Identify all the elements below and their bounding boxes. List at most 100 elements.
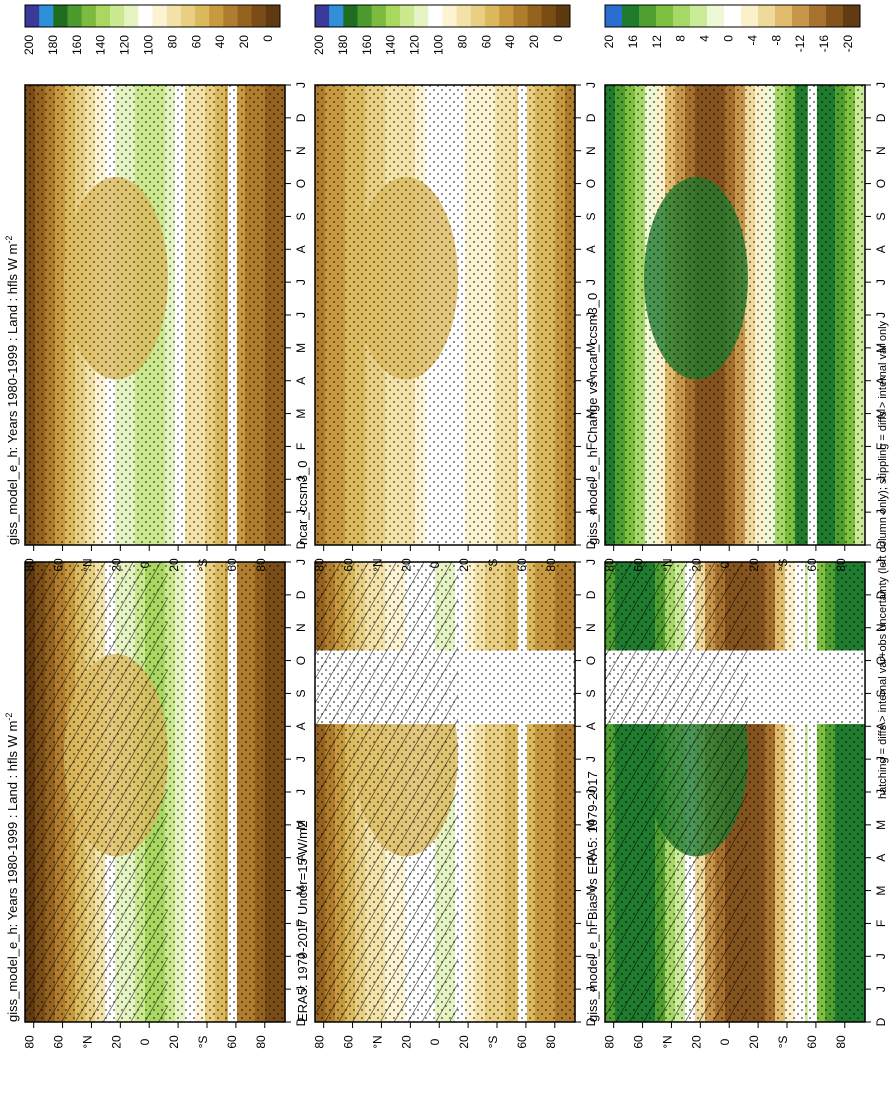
lat-tick-label: 80: [254, 1035, 268, 1049]
colorbar-label: 200: [312, 35, 326, 55]
month-tick-label: J: [294, 476, 308, 482]
colorbar-swatch: [124, 5, 139, 27]
lat-tick-label: 0: [428, 561, 442, 568]
month-tick-label: N: [294, 146, 308, 155]
month-tick-label: S: [584, 212, 598, 220]
colorbar-swatch: [138, 5, 153, 27]
colorbar-label: 80: [165, 35, 179, 49]
colorbar-swatch: [826, 5, 844, 27]
month-tick-label: J: [874, 953, 888, 959]
month-tick-label: N: [584, 623, 598, 632]
colorbar-label: 120: [408, 35, 422, 55]
colorbar-label: 160: [360, 35, 374, 55]
month-tick-label: J: [584, 312, 598, 318]
colorbar-swatch: [414, 5, 429, 27]
colorbar-swatch: [555, 5, 571, 27]
month-tick-label: A: [874, 722, 888, 730]
colorbar-label: 180: [46, 35, 60, 55]
month-tick-label: O: [874, 656, 888, 665]
lat-tick-label: 20: [109, 1035, 123, 1049]
panel-4: 80 60 °N 20 0 20 °S 60 80 D J J F M A M J J A S O N D Jgiss_mod…: [585, 484, 888, 1049]
month-tick-label: D: [874, 1017, 888, 1026]
month-tick-label: J: [874, 476, 888, 482]
month-tick-label: A: [294, 377, 308, 385]
colorbar-label: -16: [817, 35, 831, 53]
colorbar-swatch: [25, 5, 40, 27]
colorbar-label: 120: [118, 35, 132, 55]
month-tick-label: N: [874, 146, 888, 155]
lat-tick-label: 80: [313, 558, 327, 572]
month-tick-label: S: [874, 689, 888, 697]
month-tick-label: D: [874, 540, 888, 549]
lat-tick-label: 60: [52, 558, 66, 572]
month-tick-label: D: [584, 590, 598, 599]
panel-3: 80 60 °N 20 0 20 °S 60 80DJJFMAMJJASONDJncar_ccs…: [295, 4, 598, 572]
month-tick-label: J: [874, 279, 888, 285]
colorbar-swatch: [166, 5, 182, 27]
colorbar-swatch: [656, 5, 674, 27]
colorbar-label: 140: [94, 35, 108, 55]
panel-title: giss_model_e_h: Bias vs ERA5: 1979-2017: [585, 771, 600, 1022]
colorbar-label: 60: [479, 35, 493, 49]
month-tick-label: J: [874, 82, 888, 88]
lat-tick-label: 60: [805, 558, 819, 572]
month-tick-label: O: [294, 179, 308, 188]
month-tick-label: D: [584, 1017, 598, 1026]
colorbar-label: 0: [551, 35, 565, 42]
month-tick-label: M: [874, 343, 888, 353]
stippling-overlay: [605, 85, 865, 545]
plot-area-4: [604, 561, 866, 1023]
panel-title: giss_model_e_h: Change vs ncar_ccsm3_0: [585, 293, 600, 545]
lat-tick-label: °S: [196, 1036, 210, 1049]
month-tick-label: N: [294, 623, 308, 632]
colorbar-swatch: [758, 5, 776, 27]
colorbar-label: -12: [793, 35, 807, 53]
colorbar-label: -4: [745, 35, 759, 46]
lat-tick-label: 20: [399, 1035, 413, 1049]
month-tick-label: M: [584, 343, 598, 353]
month-tick-label: D: [584, 540, 598, 549]
month-tick-label: J: [584, 279, 598, 285]
lat-tick-label: 20: [689, 558, 703, 572]
colorbar-swatch: [329, 5, 344, 27]
month-tick-label: F: [874, 443, 888, 450]
lat-tick-label: °N: [370, 558, 384, 571]
colorbar-label: 40: [503, 35, 517, 49]
month-tick-label: O: [584, 656, 598, 665]
month-tick-label: M: [584, 820, 598, 830]
colorbar-swatch: [724, 5, 742, 27]
colorbar-label: 4: [698, 35, 712, 42]
month-tick-label: O: [584, 179, 598, 188]
month-tick-label: J: [874, 756, 888, 762]
colorbar-swatch: [690, 5, 708, 27]
lat-tick-label: 60: [225, 1035, 239, 1049]
lat-tick-label: 60: [515, 1035, 529, 1049]
month-tick-label: J: [584, 476, 598, 482]
colorbar-swatch: [67, 5, 83, 27]
lat-tick-label: 0: [138, 561, 152, 568]
colorbar-label: 140: [384, 35, 398, 55]
lat-tick-label: 20: [747, 558, 761, 572]
colorbar-label: 40: [213, 35, 227, 49]
colorbar-swatch: [95, 5, 111, 27]
colorbar-swatch: [371, 5, 387, 27]
month-tick-label: J: [294, 986, 308, 992]
colorbar-5: 20 16 12 8 4 0 -4 -8 -12 -16 -20: [602, 4, 861, 53]
colorbar-swatch: [527, 5, 543, 27]
lat-tick-label: °N: [80, 1035, 94, 1048]
colorbar-swatch: [81, 5, 97, 27]
month-tick-label: J: [584, 559, 598, 565]
lat-tick-label: °N: [660, 1035, 674, 1048]
lat-tick-label: 80: [834, 1035, 848, 1049]
colorbar-frame: [604, 4, 861, 28]
colorbar-swatch: [195, 5, 210, 27]
lat-tick-label: 80: [834, 558, 848, 572]
lat-tick-label: °S: [486, 559, 500, 572]
colorbar-swatch: [622, 5, 640, 27]
colorbar-swatch: [110, 5, 125, 27]
month-tick-label: A: [584, 245, 598, 253]
lat-tick-label: °N: [80, 558, 94, 571]
lat-tick-label: 60: [805, 1035, 819, 1049]
month-tick-label: M: [294, 886, 308, 896]
colorbar-swatch: [428, 5, 443, 27]
